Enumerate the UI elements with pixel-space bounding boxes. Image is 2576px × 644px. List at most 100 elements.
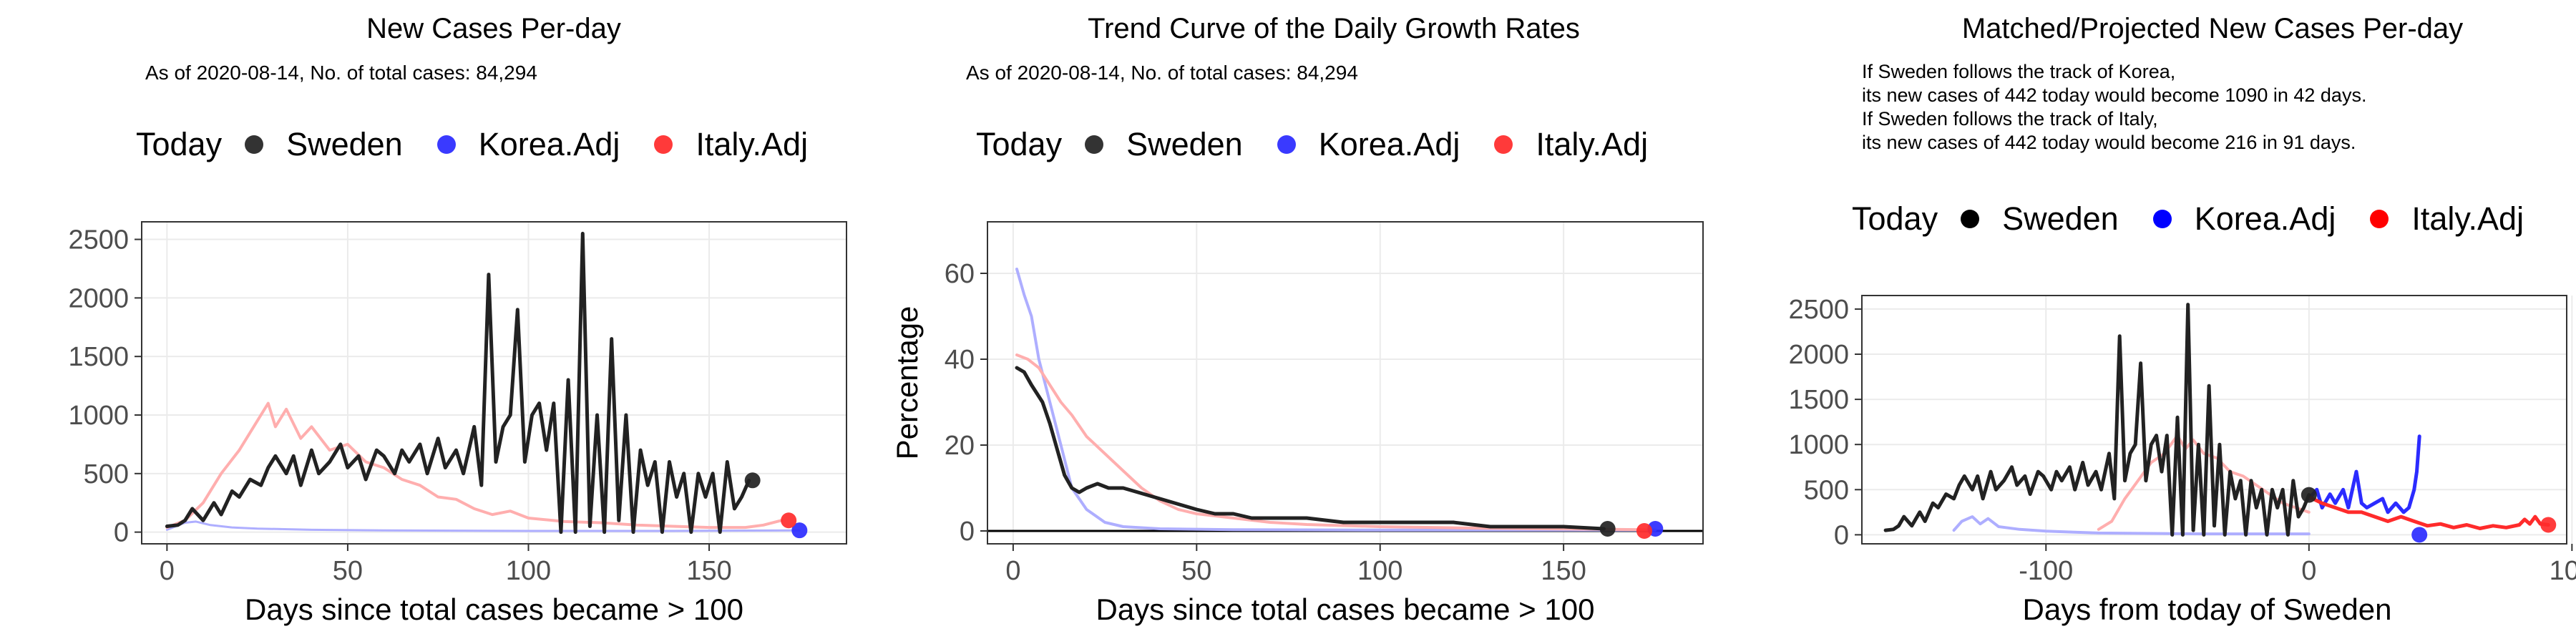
series-line-italy-adj — [1015, 353, 1646, 532]
y-tick-label: 60 — [945, 259, 975, 289]
legend-label-korea: Korea.Adj — [478, 126, 620, 162]
legend-dot-sweden — [245, 135, 264, 154]
y-tick-label: 500 — [84, 459, 129, 489]
plot-border — [987, 221, 1704, 545]
today-markers — [744, 472, 808, 539]
projection-note: If Sweden follows the track of Italy, — [1862, 108, 2158, 130]
axis-ticks: -100010005001000150020002500 — [1788, 295, 2576, 586]
x-axis-label: Days since total cases became > 100 — [245, 592, 743, 626]
today-marker-sweden — [744, 472, 761, 489]
legend-label-korea: Korea.Adj — [2194, 200, 2336, 237]
x-tick-label: 150 — [686, 556, 731, 586]
series-line-korea-adj — [1952, 515, 2311, 536]
legend-label-sweden: Sweden — [286, 126, 403, 162]
y-tick-label: 20 — [945, 431, 975, 461]
x-axis-label: Days from today of Sweden — [2023, 592, 2392, 626]
legend: Today Sweden Korea.Adj Italy.Adj — [1852, 200, 2524, 238]
chart-subtitle: As of 2020-08-14, No. of total cases: 84… — [145, 62, 537, 84]
today-marker-sweden — [2301, 487, 2317, 503]
panel-projected-cases: Matched/Projected New Cases Per-day If S… — [1717, 0, 2576, 644]
today-marker-korea-adj — [791, 522, 808, 539]
series-line-korea-adj — [1015, 268, 1657, 532]
legend-title: Today — [136, 126, 223, 162]
x-tick-label: 50 — [1181, 556, 1211, 586]
legend-dot-italy — [1494, 135, 1513, 154]
x-tick-label: 0 — [1005, 556, 1020, 586]
chart-subtitle: As of 2020-08-14, No. of total cases: 84… — [966, 62, 1358, 84]
panel-new-cases: New Cases Per-day As of 2020-08-14, No. … — [0, 0, 859, 644]
y-tick-label: 2500 — [68, 225, 129, 255]
projection-notes: If Sweden follows the track of Korea, it… — [1862, 60, 2366, 155]
y-tick-label: 2000 — [68, 283, 129, 313]
projection-note: its new cases of 442 today would become … — [1862, 132, 2356, 153]
today-markers — [2301, 487, 2557, 543]
legend-label-sweden: Sweden — [1126, 126, 1243, 162]
x-tick-label: 100 — [1357, 556, 1402, 586]
legend-dot-korea — [1277, 135, 1296, 154]
chart-title: Matched/Projected New Cases Per-day — [1961, 13, 2464, 44]
x-axis-label: Days since total cases became > 100 — [1096, 592, 1595, 626]
x-tick-label: 50 — [333, 556, 363, 586]
legend-dot-italy — [654, 135, 673, 154]
projection-note: its new cases of 442 today would become … — [1862, 84, 2367, 106]
legend-title: Today — [976, 126, 1063, 162]
projection-note: If Sweden follows the track of Korea, — [1862, 61, 2176, 82]
y-tick-label: 1000 — [1788, 430, 1849, 460]
legend-label-italy: Italy.Adj — [1536, 126, 1649, 162]
series-line-korea-adj — [2307, 434, 2421, 514]
x-tick-label: 150 — [1541, 556, 1586, 586]
today-marker-italy-adj — [2540, 517, 2557, 533]
series-line-italy-adj — [165, 401, 784, 530]
series-line-sweden — [165, 231, 751, 535]
axis-ticks: 0 50 100 150 0 20 40 60 — [945, 259, 1586, 586]
plot-projected-cases: -100010005001000150020002500Days from to… — [1788, 295, 2576, 626]
plot-border — [141, 221, 847, 545]
today-marker-italy-adj — [781, 512, 797, 529]
today-markers — [1599, 521, 1664, 539]
series-line-sweden — [1015, 366, 1606, 531]
legend-label-italy: Italy.Adj — [2411, 200, 2524, 237]
series-lines — [1883, 303, 2550, 537]
y-tick-label: 0 — [1834, 520, 1849, 550]
x-tick-label: 0 — [2301, 556, 2316, 586]
y-tick-label: 1000 — [68, 401, 129, 431]
legend-label-italy: Italy.Adj — [696, 126, 809, 162]
panel-growth-rates: Trend Curve of the Daily Growth Rates As… — [859, 0, 1717, 644]
y-tick-label: 0 — [960, 517, 975, 547]
chart-title: Trend Curve of the Daily Growth Rates — [1088, 13, 1580, 44]
legend-dot-sweden — [1961, 210, 1980, 228]
series-lines — [1015, 268, 1657, 532]
legend-dot-sweden — [1085, 135, 1104, 154]
chart-title: New Cases Per-day — [366, 13, 621, 44]
x-tick-label: -100 — [2019, 556, 2073, 586]
x-tick-label: 100 — [2550, 556, 2576, 586]
x-tick-label: 0 — [160, 556, 175, 586]
series-lines — [165, 231, 801, 535]
y-tick-label: 2000 — [1788, 340, 1849, 370]
x-tick-label: 100 — [506, 556, 551, 586]
y-tick-label: 2500 — [1788, 295, 1849, 325]
y-tick-label: 40 — [945, 345, 975, 375]
y-tick-label: 1500 — [1788, 385, 1849, 415]
legend: Today Sweden Korea.Adj Italy.Adj — [136, 126, 808, 163]
legend-title: Today — [1852, 200, 1938, 237]
legend-label-korea: Korea.Adj — [1318, 126, 1460, 162]
plot-border — [1861, 295, 2567, 545]
y-tick-label: 0 — [114, 518, 129, 548]
y-tick-label: 500 — [1804, 475, 1849, 505]
legend-label-sweden: Sweden — [2002, 200, 2119, 237]
y-axis-label: Percentage — [890, 306, 924, 460]
series-line-sweden — [1883, 303, 2311, 537]
today-marker-italy-adj — [1636, 523, 1652, 539]
legend-dot-korea — [436, 135, 456, 154]
plot-growth-rates: 0 50 100 150 0 20 40 60 Days since total cases b… — [890, 221, 1704, 626]
legend-dot-korea — [2152, 210, 2172, 228]
legend: Today Sweden Korea.Adj Italy.Adj — [976, 126, 1648, 163]
gridlines — [987, 222, 1703, 544]
y-tick-label: 1500 — [68, 342, 129, 372]
series-line-italy-adj — [2307, 494, 2550, 530]
today-marker-korea-adj — [2411, 527, 2428, 543]
today-marker-sweden — [1599, 521, 1616, 537]
